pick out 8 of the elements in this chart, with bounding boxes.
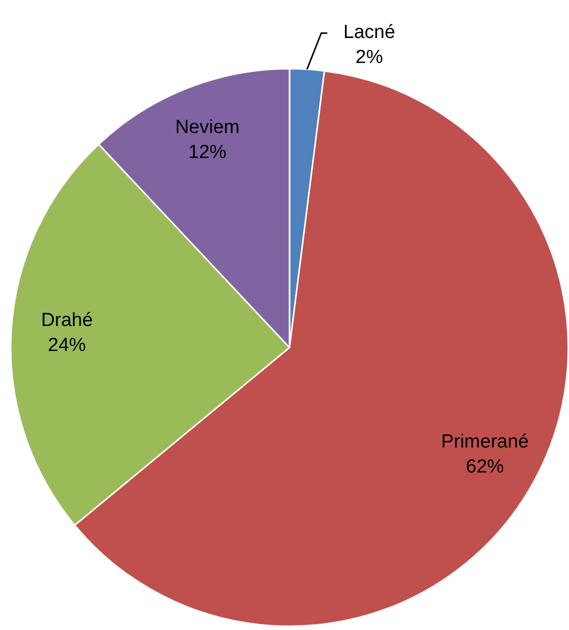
slice-label: Neviem xyxy=(175,116,240,138)
slice-label: Drahé xyxy=(41,310,93,332)
data-label: 62% xyxy=(466,456,504,478)
data-label: 24% xyxy=(48,335,86,356)
slice-label: Lacné xyxy=(343,22,396,43)
data-label: 2% xyxy=(356,46,384,68)
data-label: 12% xyxy=(188,142,227,163)
slice-label: Primerané xyxy=(441,432,529,453)
